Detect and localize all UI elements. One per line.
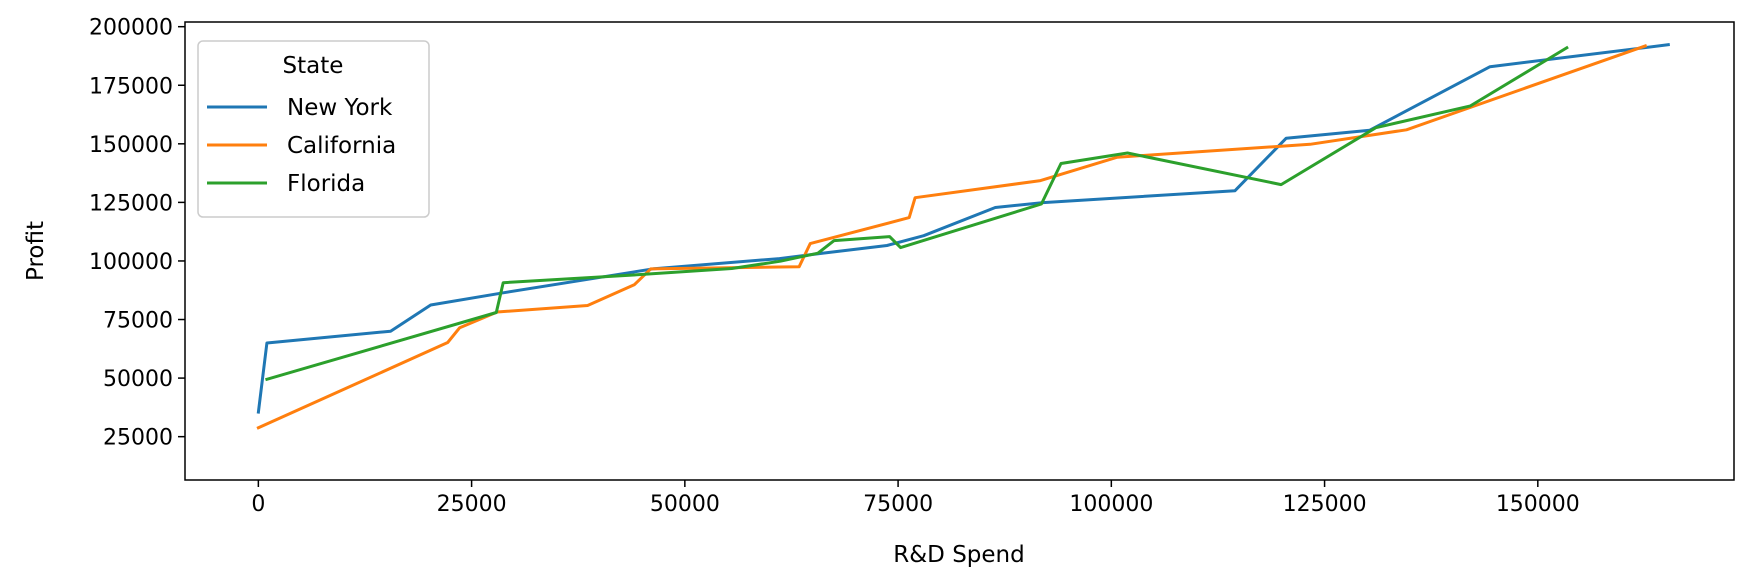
- y-tick-label: 125000: [89, 191, 173, 216]
- y-tick-label: 150000: [89, 133, 173, 158]
- x-axis: 0 25000 50000 75000 100000 125000 150000: [251, 480, 1580, 517]
- x-tick-label: 0: [251, 492, 265, 517]
- x-tick-label: 125000: [1283, 492, 1367, 517]
- y-axis-label: Profit: [23, 221, 49, 281]
- series-line-new-york: [256, 43, 1670, 414]
- series-line-florida: [265, 45, 1569, 382]
- x-axis-label: R&D Spend: [893, 542, 1024, 568]
- legend-label-california: California: [287, 133, 396, 159]
- legend-label-florida: Florida: [287, 171, 365, 197]
- legend-title: State: [283, 53, 344, 79]
- legend: State New York California Florida: [197, 40, 430, 218]
- y-tick-label: 200000: [89, 16, 173, 41]
- x-tick-label: 75000: [863, 492, 933, 517]
- y-tick-label: 50000: [103, 367, 173, 392]
- plot-area-frame: [184, 21, 1735, 481]
- x-tick-label: 50000: [650, 492, 720, 517]
- x-tick-label: 100000: [1069, 492, 1153, 517]
- x-tick-label: 25000: [437, 492, 507, 517]
- y-tick-label: 175000: [89, 74, 173, 99]
- legend-box: [197, 40, 430, 218]
- y-tick-label: 75000: [103, 309, 173, 334]
- y-axis: 25000 50000 75000 100000 125000 150000 175000 2…: [89, 16, 185, 451]
- legend-label-new-york: New York: [287, 95, 393, 121]
- y-tick-label: 25000: [103, 426, 173, 451]
- x-tick-label: 150000: [1496, 492, 1580, 517]
- y-tick-label: 100000: [89, 250, 173, 275]
- legend-entries: New York California Florida: [207, 95, 396, 197]
- series-layer: [256, 43, 1670, 430]
